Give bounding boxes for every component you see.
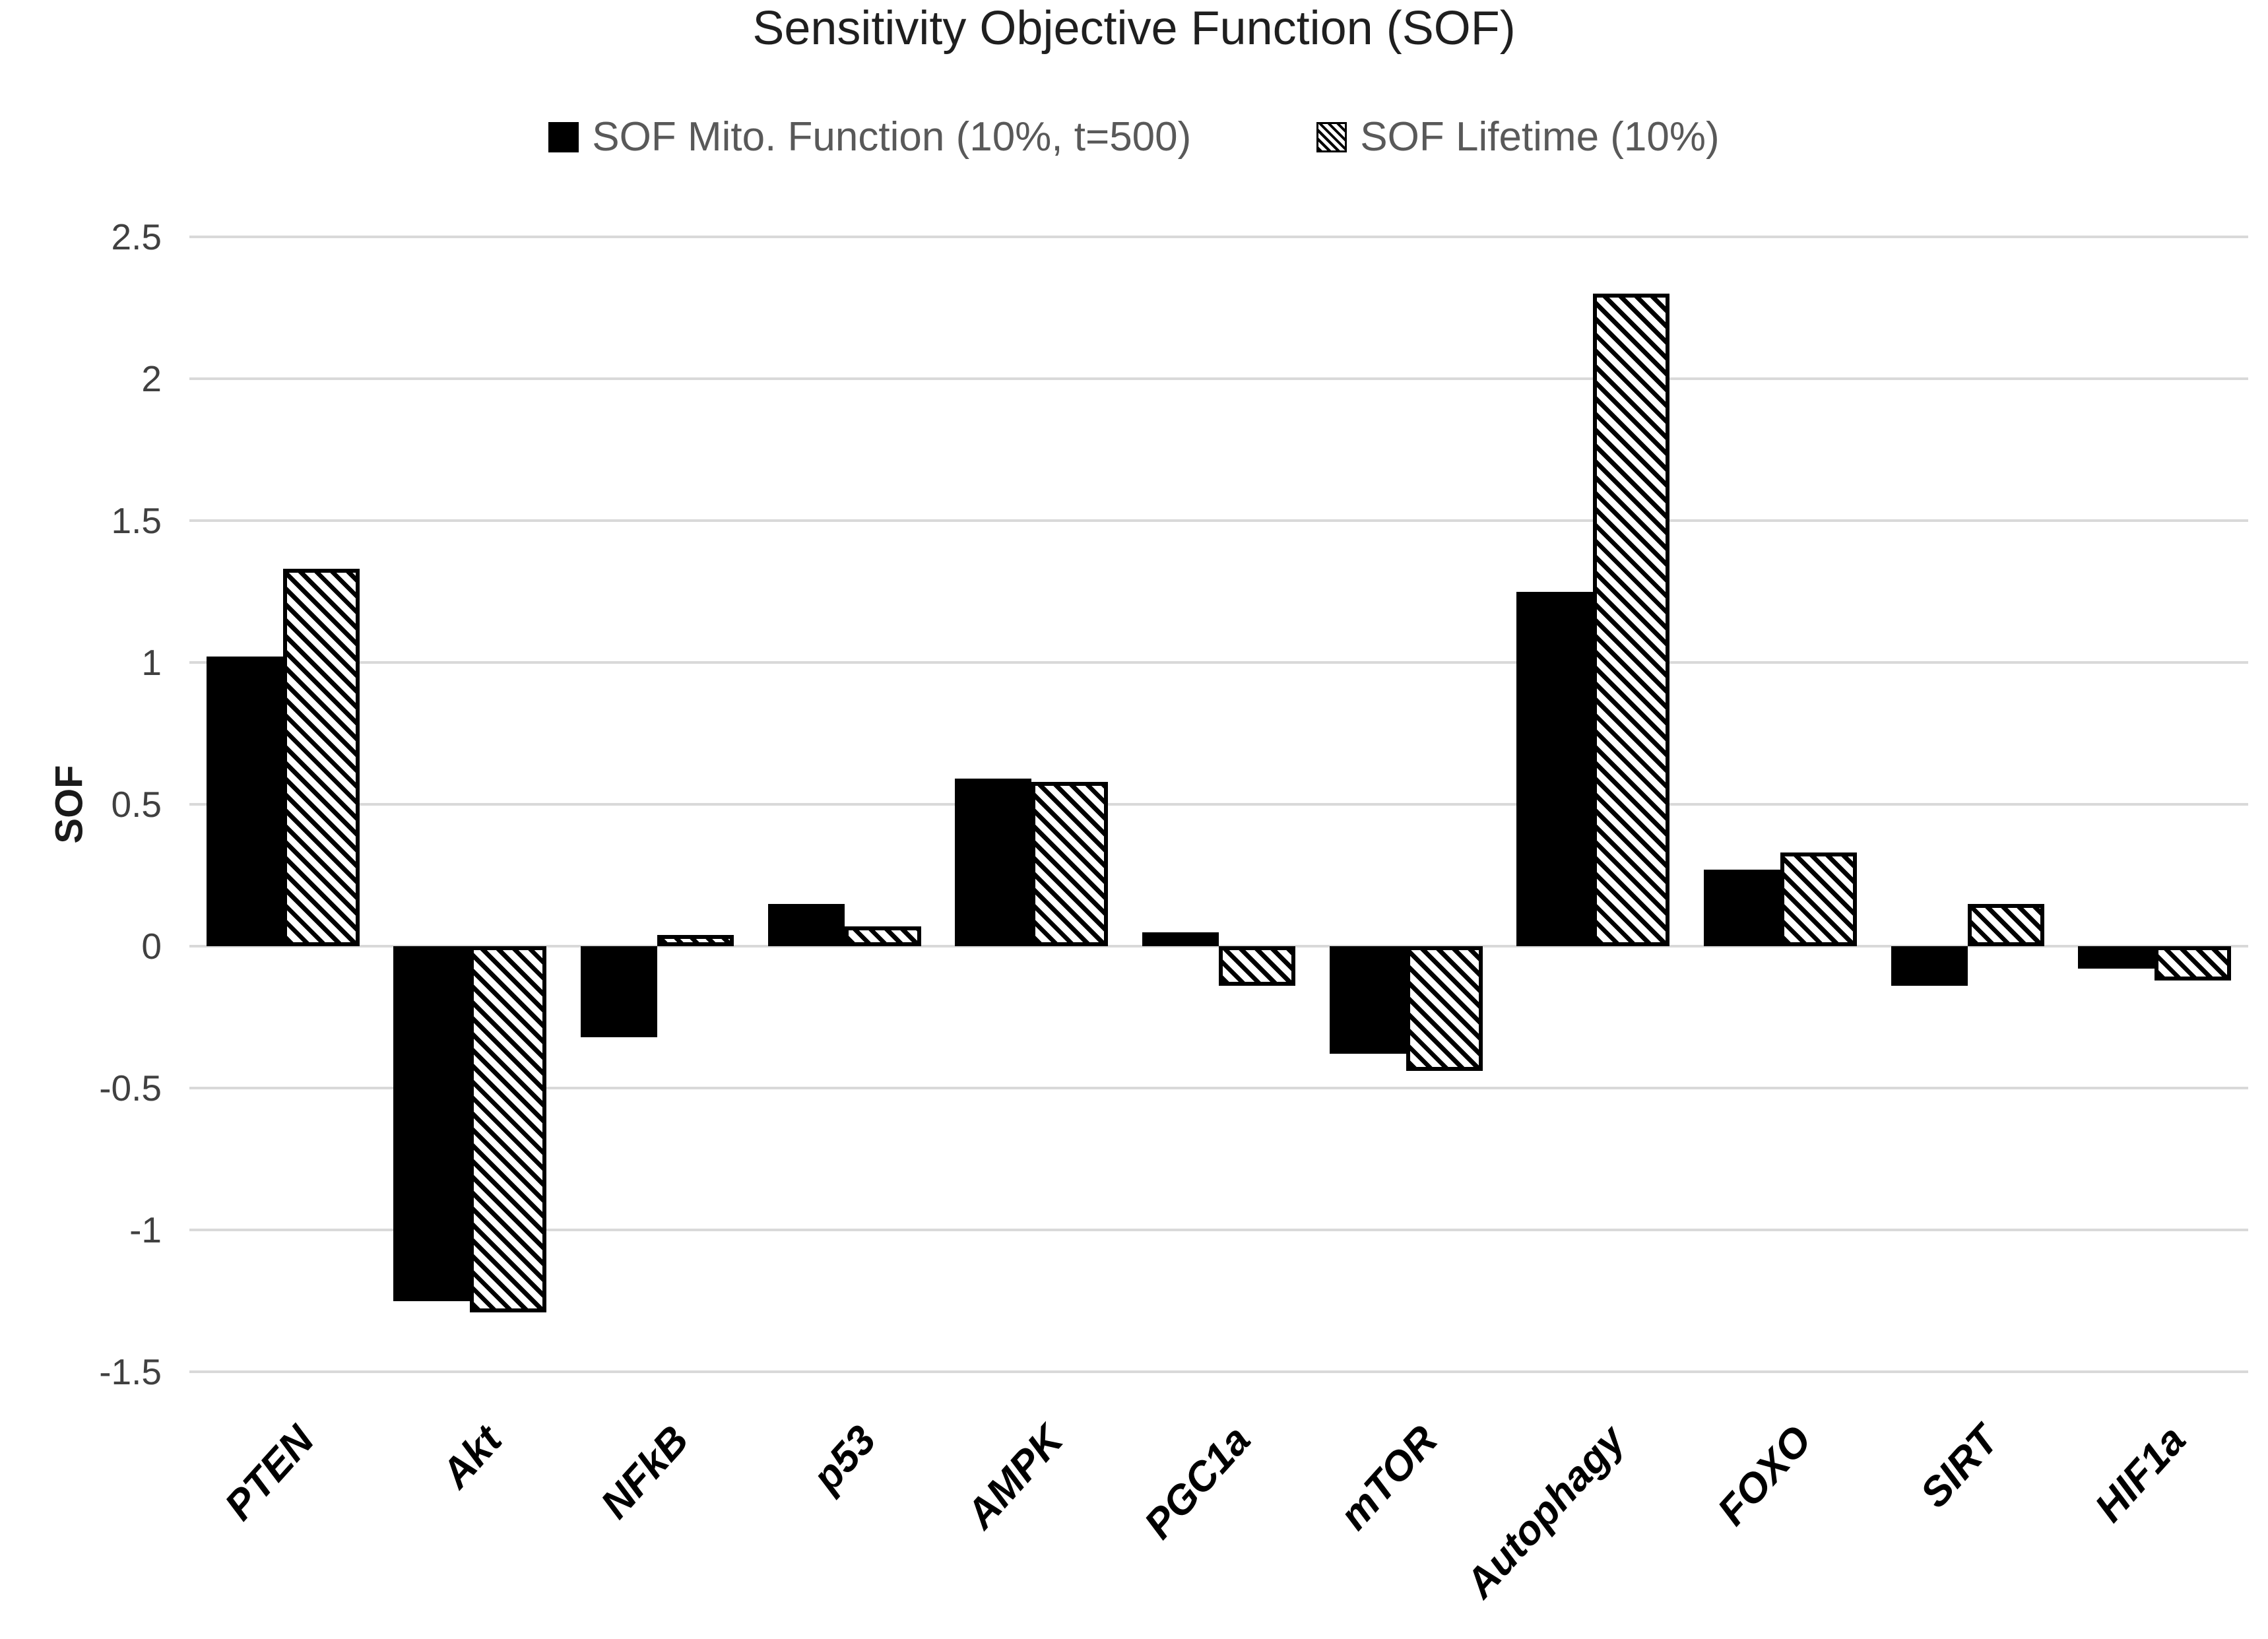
gridline <box>189 1370 2248 1373</box>
y-axis-tick-label: 2 <box>141 358 162 399</box>
y-axis-tick-label: -1 <box>129 1209 162 1250</box>
bar-SIRT-hatched <box>1967 903 2044 946</box>
x-axis-label-FOXO: FOXO <box>1709 1417 1821 1534</box>
bar-PTEN-hatched <box>282 569 360 946</box>
y-axis-tick-label: -0.5 <box>99 1068 162 1109</box>
gridline <box>189 519 2248 522</box>
legend-label: SOF Lifetime (10%) <box>1360 114 1720 160</box>
gridline <box>189 1087 2248 1089</box>
y-axis-tick-label: 2.5 <box>111 216 162 257</box>
x-axis-label-PGC1a: PGC1a <box>1135 1417 1260 1548</box>
bar-AMPK-solid <box>955 779 1032 946</box>
gridline <box>189 236 2248 238</box>
bar-FOXO-hatched <box>1780 852 1857 946</box>
y-axis-tick-label: 0 <box>141 926 162 967</box>
x-axis-label-PTEN: PTEN <box>216 1417 323 1529</box>
x-axis-label-Autophagy: Autophagy <box>1456 1417 1634 1607</box>
bar-FOXO-solid <box>1703 869 1780 946</box>
gridline <box>189 1229 2248 1231</box>
bar-NFkB-solid <box>581 946 658 1037</box>
x-axis-label-AMPK: AMPK <box>957 1417 1072 1537</box>
bar-Autophagy-solid <box>1516 591 1594 946</box>
bar-PTEN-solid <box>206 657 283 946</box>
y-axis-tick-label: -1.5 <box>99 1351 162 1392</box>
legend-item-mito-function: SOF Mito. Function (10%, t=500) <box>548 113 1191 160</box>
bar-mTOR-solid <box>1329 946 1406 1054</box>
bar-HIF1a-hatched <box>2155 946 2232 980</box>
legend-label: SOF Mito. Function (10%, t=500) <box>592 114 1192 160</box>
y-axis-tick-label: 0.5 <box>111 784 162 825</box>
bar-Akt-solid <box>393 946 470 1301</box>
legend-item-lifetime: SOF Lifetime (10%) <box>1316 113 1720 160</box>
bar-Akt-hatched <box>470 946 547 1312</box>
x-axis-label-SIRT: SIRT <box>1912 1417 2008 1517</box>
y-axis-tick-label: 1 <box>141 642 162 683</box>
chart-title: Sensitivity Objective Function (SOF) <box>752 2 1516 55</box>
bar-p53-solid <box>767 903 845 946</box>
bar-AMPK-hatched <box>1031 781 1109 946</box>
bar-PGC1a-hatched <box>1219 946 1295 986</box>
legend: SOF Mito. Function (10%, t=500) SOF Life… <box>0 113 2268 160</box>
y-axis-tick-label: 1.5 <box>111 500 162 541</box>
x-axis-label-Akt: Akt <box>432 1417 511 1497</box>
gridline <box>189 377 2248 380</box>
bar-PGC1a-solid <box>1142 932 1219 946</box>
hatch-swatch-icon <box>1316 121 1347 152</box>
x-axis-label-mTOR: mTOR <box>1330 1417 1446 1539</box>
bar-Autophagy-hatched <box>1593 294 1670 946</box>
gridline <box>189 803 2248 806</box>
bar-SIRT-solid <box>1891 946 1968 986</box>
solid-swatch-icon <box>548 121 579 152</box>
gridline <box>189 661 2248 664</box>
x-axis-label-p53: p53 <box>803 1417 885 1500</box>
x-axis-label-HIF1a: HIF1a <box>2086 1417 2195 1531</box>
x-axis-label-NFkB: NFkB <box>592 1417 698 1527</box>
bar-p53-hatched <box>844 926 921 946</box>
bar-NFkB-hatched <box>657 934 734 946</box>
bar-mTOR-hatched <box>1406 946 1483 1072</box>
bar-HIF1a-solid <box>2078 946 2155 969</box>
